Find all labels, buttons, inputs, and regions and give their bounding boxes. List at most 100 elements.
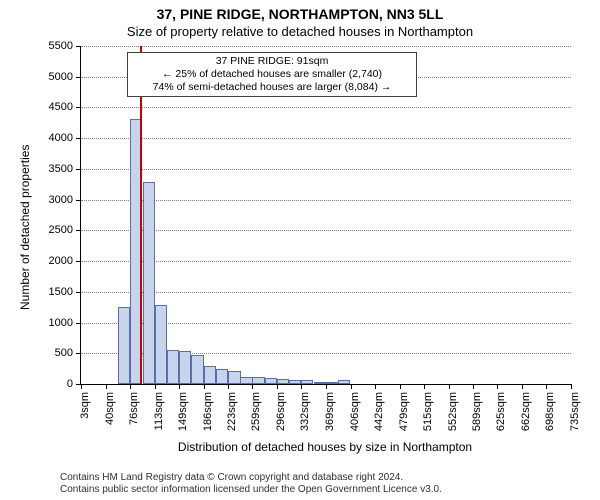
histogram-bar bbox=[277, 379, 289, 384]
x-tick-label: 662sqm bbox=[521, 392, 532, 442]
x-tick bbox=[473, 384, 474, 389]
x-tick-label: 76sqm bbox=[129, 392, 140, 442]
histogram-bar bbox=[252, 377, 264, 384]
x-tick bbox=[277, 384, 278, 389]
x-tick bbox=[449, 384, 450, 389]
x-tick bbox=[522, 384, 523, 389]
histogram-bar bbox=[167, 350, 179, 384]
page-root: 37, PINE RIDGE, NORTHAMPTON, NN3 5LL Siz… bbox=[0, 0, 600, 500]
x-tick bbox=[326, 384, 327, 389]
histogram-bar bbox=[118, 307, 130, 384]
gridline-h bbox=[81, 107, 571, 108]
y-tick-label: 3500 bbox=[35, 164, 73, 175]
y-tick bbox=[76, 200, 81, 201]
footer-attribution: Contains HM Land Registry data © Crown c… bbox=[60, 472, 442, 496]
histogram-bar bbox=[314, 382, 326, 384]
y-tick-label: 5000 bbox=[35, 72, 73, 83]
footer-line-2: Contains public sector information licen… bbox=[60, 484, 442, 496]
y-tick bbox=[76, 261, 81, 262]
y-tick-label: 2000 bbox=[35, 256, 73, 267]
y-tick bbox=[76, 138, 81, 139]
x-tick-label: 113sqm bbox=[154, 392, 165, 442]
histogram-bar bbox=[240, 377, 252, 384]
y-tick-label: 3000 bbox=[35, 195, 73, 206]
histogram-bar bbox=[289, 380, 301, 384]
y-tick-label: 4000 bbox=[35, 133, 73, 144]
histogram-bar bbox=[326, 382, 338, 384]
y-tick-label: 5500 bbox=[35, 41, 73, 52]
x-tick-label: 369sqm bbox=[325, 392, 336, 442]
x-tick-label: 332sqm bbox=[300, 392, 311, 442]
y-tick bbox=[76, 323, 81, 324]
y-tick-label: 500 bbox=[35, 348, 73, 359]
title-subtitle: Size of property relative to detached ho… bbox=[0, 24, 600, 39]
x-tick-label: 3sqm bbox=[80, 392, 91, 442]
annotation-line-1: 37 PINE RIDGE: 91sqm bbox=[132, 55, 412, 68]
y-tick bbox=[76, 77, 81, 78]
x-tick bbox=[546, 384, 547, 389]
x-tick-label: 406sqm bbox=[350, 392, 361, 442]
histogram-bar bbox=[191, 355, 203, 384]
histogram-bar bbox=[143, 182, 155, 384]
x-tick bbox=[424, 384, 425, 389]
x-tick bbox=[351, 384, 352, 389]
x-tick bbox=[400, 384, 401, 389]
x-tick-label: 589sqm bbox=[472, 392, 483, 442]
x-tick bbox=[179, 384, 180, 389]
x-tick bbox=[130, 384, 131, 389]
x-tick-label: 625sqm bbox=[496, 392, 507, 442]
annotation-line-3: 74% of semi-detached houses are larger (… bbox=[132, 81, 412, 94]
x-tick bbox=[155, 384, 156, 389]
x-tick bbox=[204, 384, 205, 389]
histogram-bar bbox=[216, 369, 228, 384]
x-tick bbox=[252, 384, 253, 389]
x-tick-label: 515sqm bbox=[423, 392, 434, 442]
annotation-box: 37 PINE RIDGE: 91sqm← 25% of detached ho… bbox=[127, 52, 417, 97]
y-tick-label: 2500 bbox=[35, 225, 73, 236]
gridline-h bbox=[81, 138, 571, 139]
x-tick-label: 479sqm bbox=[399, 392, 410, 442]
histogram-bar bbox=[301, 380, 313, 384]
x-tick-label: 552sqm bbox=[448, 392, 459, 442]
x-tick-label: 149sqm bbox=[178, 392, 189, 442]
histogram-plot: 37 PINE RIDGE: 91sqm← 25% of detached ho… bbox=[80, 46, 571, 385]
y-tick bbox=[76, 353, 81, 354]
y-axis-label: Number of detached properties bbox=[18, 145, 32, 310]
x-tick-label: 259sqm bbox=[251, 392, 262, 442]
gridline-h bbox=[81, 169, 571, 170]
x-tick-label: 223sqm bbox=[227, 392, 238, 442]
x-tick-label: 296sqm bbox=[276, 392, 287, 442]
y-tick bbox=[76, 107, 81, 108]
x-tick bbox=[106, 384, 107, 389]
y-tick-label: 0 bbox=[35, 379, 73, 390]
histogram-bar bbox=[179, 351, 191, 384]
x-tick-label: 735sqm bbox=[570, 392, 581, 442]
y-tick bbox=[76, 46, 81, 47]
histogram-bar bbox=[265, 378, 277, 384]
footer-line-1: Contains HM Land Registry data © Crown c… bbox=[60, 472, 442, 484]
title-main: 37, PINE RIDGE, NORTHAMPTON, NN3 5LL bbox=[0, 6, 600, 22]
y-tick bbox=[76, 230, 81, 231]
x-tick bbox=[301, 384, 302, 389]
histogram-bar bbox=[155, 305, 167, 384]
y-tick bbox=[76, 169, 81, 170]
x-tick bbox=[81, 384, 82, 389]
histogram-bar bbox=[338, 380, 350, 384]
histogram-bar bbox=[228, 371, 240, 384]
x-tick-label: 442sqm bbox=[374, 392, 385, 442]
y-tick-label: 4500 bbox=[35, 102, 73, 113]
annotation-line-2: ← 25% of detached houses are smaller (2,… bbox=[132, 68, 412, 81]
y-tick bbox=[76, 292, 81, 293]
x-tick-label: 40sqm bbox=[105, 392, 116, 442]
gridline-h bbox=[81, 46, 571, 47]
x-tick-label: 698sqm bbox=[545, 392, 556, 442]
x-tick bbox=[497, 384, 498, 389]
histogram-bar bbox=[204, 366, 216, 384]
y-tick-label: 1000 bbox=[35, 318, 73, 329]
x-axis-label: Distribution of detached houses by size … bbox=[80, 440, 570, 454]
x-tick bbox=[375, 384, 376, 389]
x-tick bbox=[228, 384, 229, 389]
x-tick-label: 186sqm bbox=[203, 392, 214, 442]
x-tick bbox=[571, 384, 572, 389]
y-tick-label: 1500 bbox=[35, 287, 73, 298]
